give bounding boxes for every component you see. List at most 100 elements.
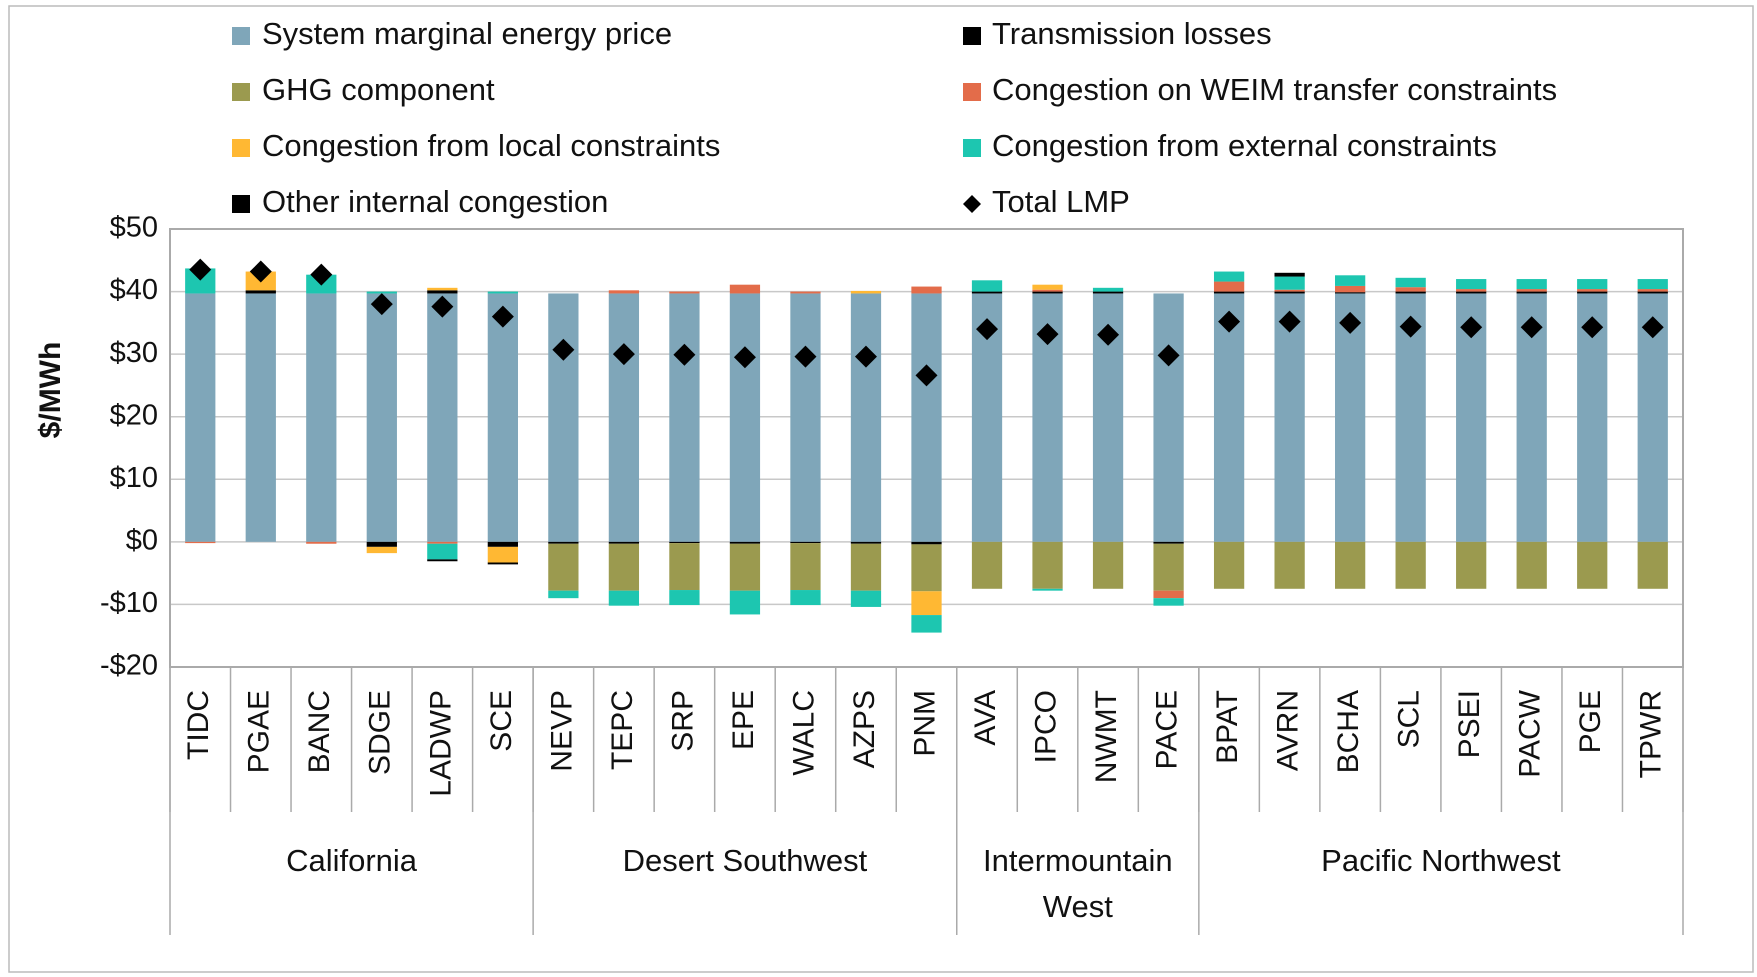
bar-segment: [487, 541, 518, 547]
bar-segment: [427, 290, 458, 294]
x-tick-label: PGAE: [243, 690, 276, 773]
y-tick-label: $20: [110, 399, 158, 431]
bar-segment: [911, 293, 942, 542]
plot-border: [169, 228, 1684, 668]
bar-segment: [911, 286, 942, 294]
bar-segment: [669, 293, 700, 542]
legend-label: Transmission losses: [992, 16, 1272, 51]
bar-segment: [1456, 541, 1487, 589]
bar-segment: [1213, 541, 1245, 589]
bar-segment: [366, 293, 397, 542]
bar-segment: [1153, 543, 1184, 591]
bar-segment: [1032, 289, 1063, 292]
bar-segment: [850, 293, 882, 542]
bar-segment: [1637, 291, 1668, 294]
legend-label: Congestion from external constraints: [992, 128, 1497, 163]
x-tick-label: SCE: [485, 690, 518, 752]
bar-segment: [850, 543, 882, 591]
group-label: Intermountain: [983, 843, 1173, 878]
x-tick-label: AVA: [969, 690, 1002, 746]
x-tick-label: SRP: [666, 690, 699, 752]
total-marker: [1460, 316, 1483, 339]
bar-segment: [1153, 590, 1184, 599]
y-tick-label: $0: [126, 525, 158, 557]
legend-label: Congestion from local constraints: [262, 128, 720, 163]
total-marker: [1520, 316, 1543, 339]
bar-segment: [1335, 285, 1366, 293]
bar-segment: [729, 293, 761, 542]
bar-segment: [1274, 291, 1305, 294]
x-tick-label: PACE: [1151, 690, 1184, 769]
x-tick-label: SDGE: [364, 690, 397, 775]
total-marker: [189, 258, 212, 281]
x-tick-label: AVRN: [1272, 690, 1305, 771]
bar-segment: [1577, 541, 1608, 589]
y-tick-label: $50: [110, 212, 158, 244]
y-tick-label: -$20: [100, 650, 158, 682]
bar-segment: [487, 293, 518, 542]
bar-segment: [1395, 277, 1426, 288]
total-marker: [1097, 323, 1120, 346]
bar-segment: [669, 590, 700, 606]
legend-label: GHG component: [262, 72, 495, 107]
legend-label: Other internal congestion: [262, 184, 608, 219]
x-tick-label: WALC: [787, 690, 820, 776]
bar-segment: [729, 590, 761, 615]
x-tick-label: NWMT: [1090, 690, 1123, 783]
total-marker: [915, 364, 938, 387]
bar-segment: [548, 590, 579, 599]
y-tick-label: -$10: [100, 587, 158, 619]
legend-swatch: [963, 27, 981, 45]
total-marker: [1218, 310, 1241, 333]
bar-segment: [1153, 293, 1184, 542]
bar-segment: [245, 290, 276, 294]
bar-segment: [548, 543, 579, 591]
bar-segment: [1577, 279, 1608, 290]
total-marker: [1036, 323, 1059, 346]
total-marker: [612, 343, 635, 366]
y-tick-label: $30: [110, 337, 158, 369]
bar-segment: [1213, 281, 1245, 292]
bar-segment: [1032, 541, 1063, 589]
total-marker: [1581, 316, 1604, 339]
total-marker: [370, 293, 393, 316]
x-tick-label: PGE: [1574, 690, 1607, 753]
bar-segment: [608, 290, 640, 294]
bar-segment: [487, 291, 518, 294]
bar-segment: [1274, 293, 1305, 542]
bar-segment: [1032, 291, 1063, 294]
x-tick-label: NEVP: [545, 690, 578, 772]
bar-segment: [1092, 541, 1124, 589]
bar-segment: [1335, 293, 1366, 542]
legend-label: Total LMP: [992, 184, 1130, 219]
bar-segment: [1335, 275, 1366, 286]
x-tick-label: PSEI: [1453, 690, 1486, 758]
bar-segment: [1516, 291, 1547, 294]
bar-segment: [427, 293, 458, 542]
bar-segment: [669, 291, 700, 294]
bar-segment: [366, 291, 397, 294]
bar-segment: [1516, 289, 1547, 292]
bar-segment: [669, 543, 700, 591]
bar-segment: [1092, 287, 1124, 292]
bar-segment: [1153, 598, 1184, 606]
bar-segment: [729, 543, 761, 591]
x-tick-label: LADWP: [424, 690, 457, 797]
x-tick-label: AZPS: [848, 690, 881, 768]
bar-segment: [306, 293, 337, 542]
bar-segment: [850, 541, 882, 544]
bar-segment: [1456, 279, 1487, 290]
total-marker: [431, 295, 454, 318]
bar-segment: [366, 546, 397, 554]
bar-segment: [1213, 271, 1245, 282]
bar-segment: [1456, 289, 1487, 292]
x-tick-label: BPAT: [1211, 690, 1244, 764]
bar-segment: [911, 591, 942, 616]
bar-segment: [790, 543, 821, 591]
bar-segment: [971, 541, 1003, 589]
x-tick-label: TPWR: [1635, 690, 1668, 778]
total-marker: [552, 338, 575, 361]
y-tick-label: $10: [110, 462, 158, 494]
legend-marker: [963, 195, 981, 213]
